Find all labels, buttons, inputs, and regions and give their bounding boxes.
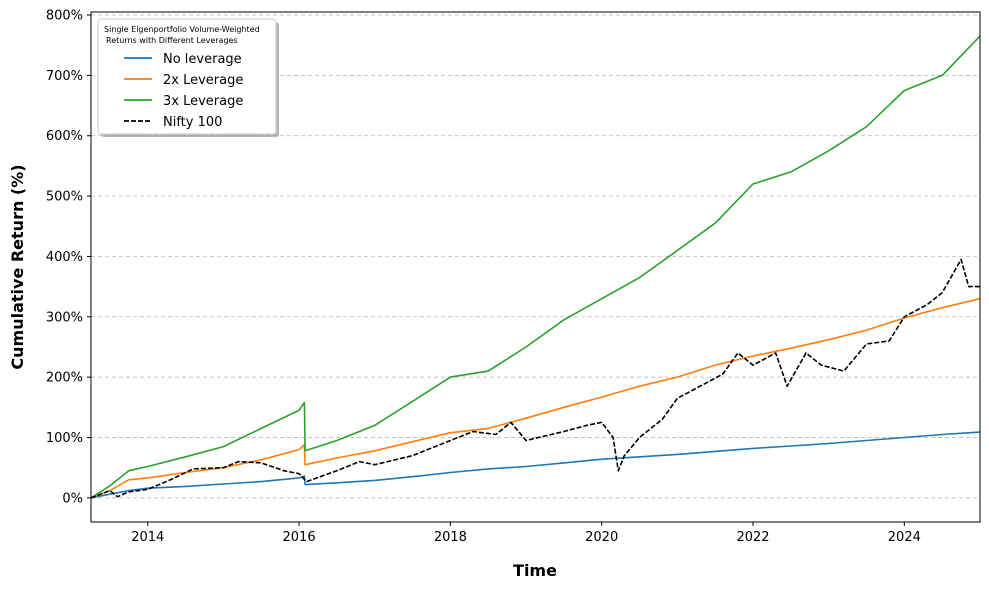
legend-entries: No leverage 2x Leverage 3x Leverage Nifty 1… — [124, 52, 243, 130]
x-tick-label: 2014 — [131, 530, 164, 545]
x-tick-label: 2022 — [736, 530, 769, 545]
plot-frame — [90, 11, 981, 523]
legend-label-2: 3x Leverage — [163, 94, 243, 109]
legend-label-3: Nifty 100 — [163, 115, 222, 130]
y-tick-label: 800% — [46, 9, 83, 24]
x-tick-label: 2018 — [434, 530, 467, 545]
y-tick-label: 100% — [46, 431, 83, 446]
legend-title-line-2: Returns with Different Leverages — [106, 36, 238, 45]
series-line-3 — [90, 258, 980, 499]
legend-label-1: 2x Leverage — [163, 73, 243, 88]
y-axis-label: Cumulative Return (%) — [8, 164, 27, 369]
series-line-1 — [90, 297, 981, 499]
y-tick-label: 300% — [46, 310, 83, 325]
x-axis-label: Time — [513, 561, 557, 580]
series-line-2 — [90, 35, 981, 499]
y-tick-label: 600% — [46, 129, 83, 144]
y-tick-label: 700% — [46, 69, 83, 84]
legend-label-0: No leverage — [163, 52, 242, 67]
x-axis-ticks: 2014 2016 2018 2020 2022 2024 — [131, 522, 921, 545]
legend-title-line-1: Single Eigenportfolio Volume-Weighted — [104, 25, 260, 34]
series-lines — [90, 35, 981, 499]
y-tick-label: 0% — [62, 491, 83, 506]
y-tick-label: 500% — [46, 190, 83, 205]
y-tick-label: 200% — [46, 371, 83, 386]
x-tick-label: 2016 — [283, 530, 316, 545]
series-line-0 — [90, 431, 981, 499]
y-axis-ticks: 0% 100% 200% 300% 400% 500% 600% 700% 800% — [46, 9, 91, 506]
x-tick-label: 2024 — [888, 530, 921, 545]
x-tick-label: 2020 — [585, 530, 618, 545]
legend-box — [97, 18, 277, 135]
y-tick-label: 400% — [46, 250, 83, 265]
legend: Single Eigenportfolio Volume-Weighted Re… — [97, 18, 279, 137]
